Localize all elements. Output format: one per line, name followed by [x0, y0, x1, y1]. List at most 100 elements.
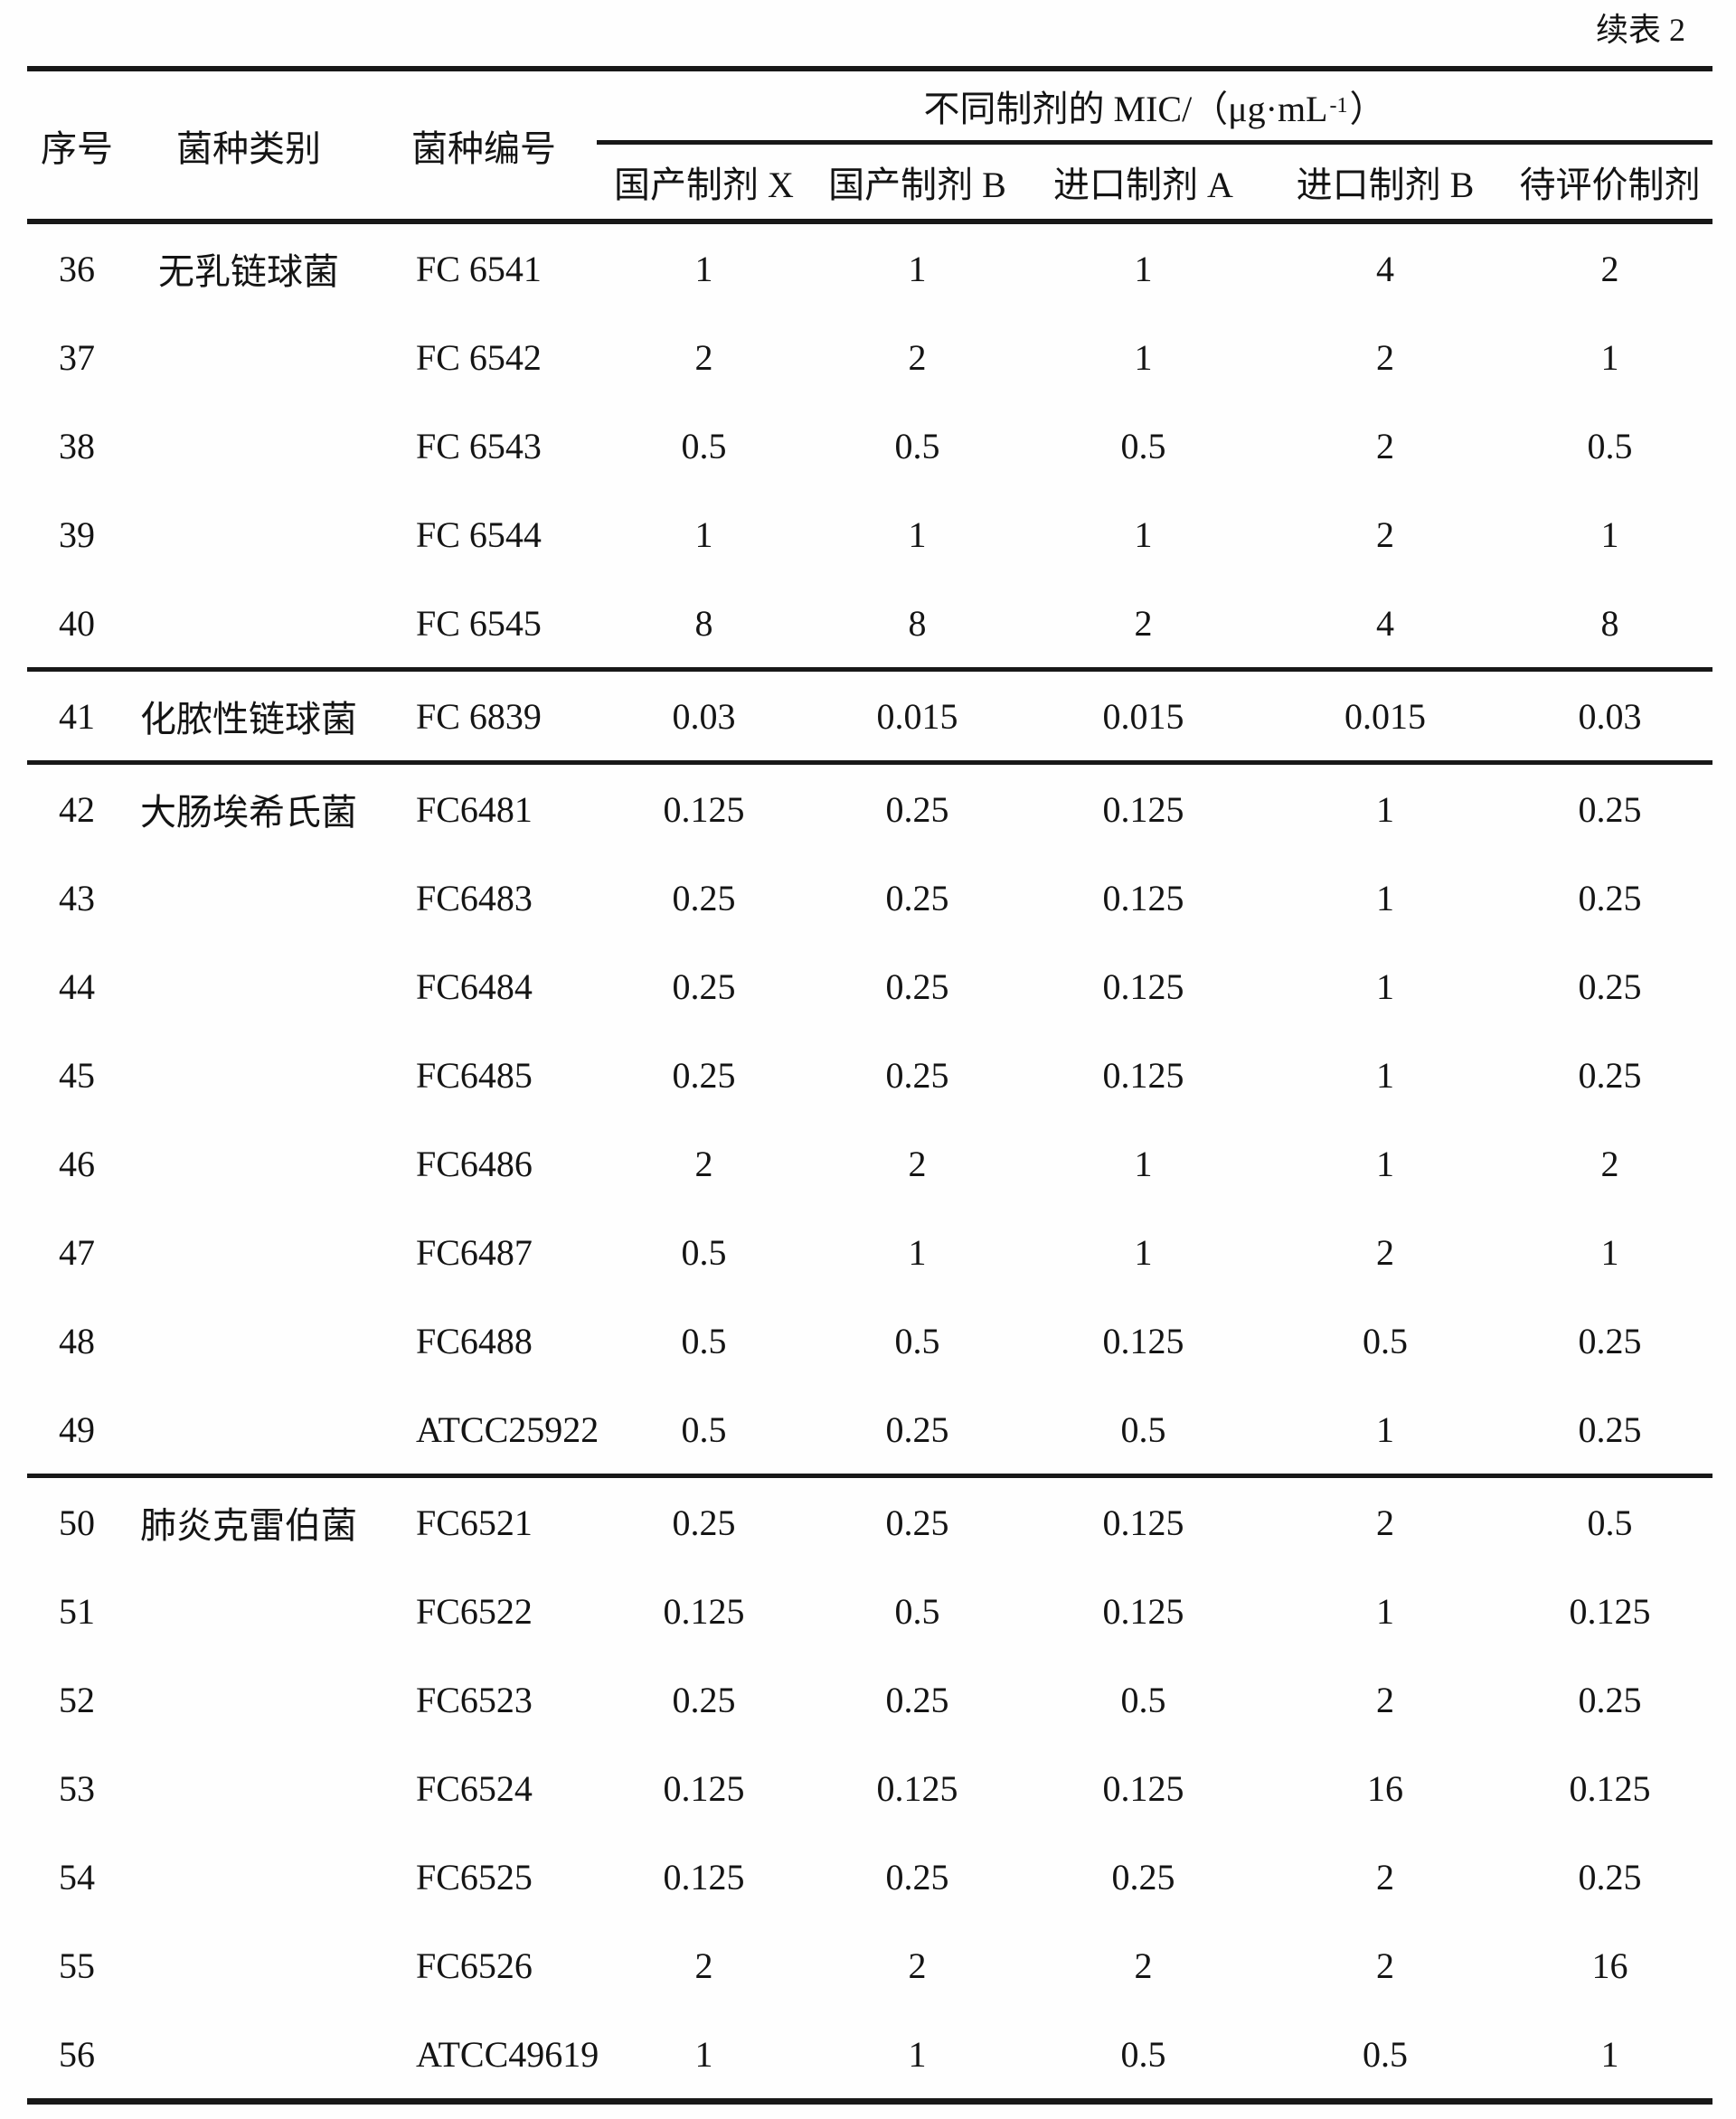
mic-value-cell: 8	[694, 602, 713, 644]
row-number-cell: 43	[59, 877, 95, 918]
mic-value-cell: 2	[908, 1945, 927, 1986]
mic-value-cell: 2	[1376, 425, 1394, 466]
category-cell: 化脓性链球菌	[140, 699, 357, 739]
strain-group: 41 化脓性链球菌 FC 6839 0.03 0.015 0.015 0.015 0.03	[27, 667, 1712, 760]
table-row: 43 FC6483 0.25 0.25 0.125 1 0.25	[27, 853, 1712, 942]
mic-value-cell: 0.015	[876, 695, 958, 737]
strain-id-cell: FC6487	[416, 1231, 533, 1273]
mic-value-cell: 2	[1600, 1143, 1619, 1184]
continuation-label: 续表 2	[1595, 12, 1685, 48]
mic-value-cell: 1	[1600, 513, 1619, 555]
mic-value-cell: 0.5	[1120, 2033, 1166, 2075]
row-number-cell: 40	[59, 602, 95, 644]
table-row: 47 FC6487 0.5 1 1 2 1	[27, 1208, 1712, 1296]
mic-value-cell: 1	[1376, 788, 1394, 830]
mic-value-cell: 2	[1376, 336, 1394, 378]
strain-id-cell: FC6526	[416, 1945, 533, 1986]
mic-value-cell: 0.015	[1102, 695, 1184, 737]
table-row: 40 FC 6545 8 8 2 4 8	[27, 579, 1712, 667]
strain-id-cell: FC6525	[416, 1856, 533, 1898]
table-row: 53 FC6524 0.125 0.125 0.125 16 0.125	[27, 1744, 1712, 1832]
mic-value-cell: 0.25	[885, 1408, 949, 1450]
row-number-cell: 38	[59, 425, 95, 466]
mic-value-cell: 0.125	[1102, 1054, 1184, 1096]
strain-id-cell: FC6488	[416, 1320, 533, 1361]
mic-value-cell: 0.25	[672, 965, 736, 1007]
category-cell	[127, 490, 371, 579]
mic-value-cell: 8	[908, 602, 927, 644]
row-number-cell: 41	[59, 695, 95, 737]
category-cell	[127, 1208, 371, 1296]
mic-value-cell: 0.25	[672, 1502, 736, 1543]
table-row: 44 FC6484 0.25 0.25 0.125 1 0.25	[27, 942, 1712, 1031]
header-prep-domestic-x: 国产制剂 X	[614, 165, 794, 205]
table-row: 42 大肠埃希氏菌 FC6481 0.125 0.25 0.125 1 0.25	[27, 765, 1712, 853]
table-body: 36 无乳链球菌 FC 6541 1 1 1 4 2 37 FC 6542 2 2 1 2 1 38 FC 65…	[27, 224, 1712, 2098]
row-number-cell: 37	[59, 336, 95, 378]
row-number-cell: 36	[59, 248, 95, 289]
mic-value-cell: 0.25	[1578, 1679, 1642, 1720]
row-number-cell: 49	[59, 1408, 95, 1450]
mic-value-cell: 2	[1134, 1945, 1153, 1986]
row-number-cell: 56	[59, 2033, 95, 2075]
category-cell	[127, 1296, 371, 1385]
strain-id-cell: FC6523	[416, 1679, 533, 1720]
category-cell	[127, 1119, 371, 1208]
strain-id-cell: FC6521	[416, 1502, 533, 1543]
mic-value-cell: 0.125	[663, 1856, 745, 1898]
table-row: 46 FC6486 2 2 1 1 2	[27, 1119, 1712, 1208]
table-row: 52 FC6523 0.25 0.25 0.5 2 0.25	[27, 1655, 1712, 1744]
table-row: 50 肺炎克雷伯菌 FC6521 0.25 0.25 0.125 2 0.5	[27, 1478, 1712, 1567]
table-row: 38 FC 6543 0.5 0.5 0.5 2 0.5	[27, 401, 1712, 490]
strain-id-cell: FC 6543	[416, 425, 542, 466]
strain-id-cell: ATCC49619	[416, 2033, 599, 2075]
row-number-cell: 45	[59, 1054, 95, 1096]
table-row: 49 ATCC25922 0.5 0.25 0.5 1 0.25	[27, 1385, 1712, 1474]
row-number-cell: 47	[59, 1231, 95, 1273]
strain-id-cell: FC 6542	[416, 336, 542, 378]
category-cell	[127, 1567, 371, 1655]
category-cell: 大肠埃希氏菌	[140, 792, 357, 833]
mic-value-cell: 0.5	[681, 1320, 727, 1361]
strain-id-cell: FC6484	[416, 965, 533, 1007]
header-prep-to-evaluate: 待评价制剂	[1519, 165, 1701, 205]
mic-value-cell: 0.25	[1578, 877, 1642, 918]
mic-value-cell: 2	[1376, 1502, 1394, 1543]
category-cell	[127, 2010, 371, 2098]
mic-value-cell: 2	[1376, 1231, 1394, 1273]
mic-value-cell: 2	[694, 1945, 713, 1986]
mic-value-cell: 0.25	[885, 965, 949, 1007]
mic-value-cell: 0.125	[1102, 1320, 1184, 1361]
mic-value-cell: 0.125	[1569, 1590, 1651, 1632]
mic-value-cell: 0.125	[1102, 965, 1184, 1007]
mic-value-cell: 0.25	[885, 788, 949, 830]
table-header: 序号 菌种类别 菌种编号 不同制剂的 MIC/（μg·mL -1） 国产制剂 X …	[27, 71, 1712, 219]
table-row: 48 FC6488 0.5 0.5 0.125 0.5 0.25	[27, 1296, 1712, 1385]
mic-value-cell: 4	[1376, 602, 1394, 644]
mic-value-cell: 8	[1600, 602, 1619, 644]
strain-id-cell: FC6481	[416, 788, 533, 830]
mic-value-cell: 0.5	[681, 1408, 727, 1450]
mic-value-cell: 16	[1591, 1945, 1628, 1986]
mic-value-cell: 0.25	[1111, 1856, 1175, 1898]
row-number-cell: 46	[59, 1143, 95, 1184]
mic-value-cell: 0.125	[1102, 1502, 1184, 1543]
mic-value-cell: 0.125	[1102, 788, 1184, 830]
mic-value-cell: 0.5	[1587, 1502, 1633, 1543]
mic-value-cell: 0.5	[1587, 425, 1633, 466]
mic-value-cell: 0.5	[681, 425, 727, 466]
category-cell	[127, 942, 371, 1031]
table-top-rule	[27, 66, 1712, 71]
category-cell	[127, 1655, 371, 1744]
mic-value-cell: 0.25	[885, 1856, 949, 1898]
row-number-cell: 44	[59, 965, 95, 1007]
strain-group: 50 肺炎克雷伯菌 FC6521 0.25 0.25 0.125 2 0.5 51 FC6522 0…	[27, 1474, 1712, 2098]
header-prep-domestic-b: 国产制剂 B	[828, 165, 1006, 205]
strain-id-cell: FC 6545	[416, 602, 542, 644]
category-cell	[127, 313, 371, 401]
row-number-cell: 50	[59, 1502, 95, 1543]
mic-value-cell: 0.125	[663, 1590, 745, 1632]
strain-id-cell: FC 6839	[416, 695, 542, 737]
category-cell	[127, 1031, 371, 1119]
